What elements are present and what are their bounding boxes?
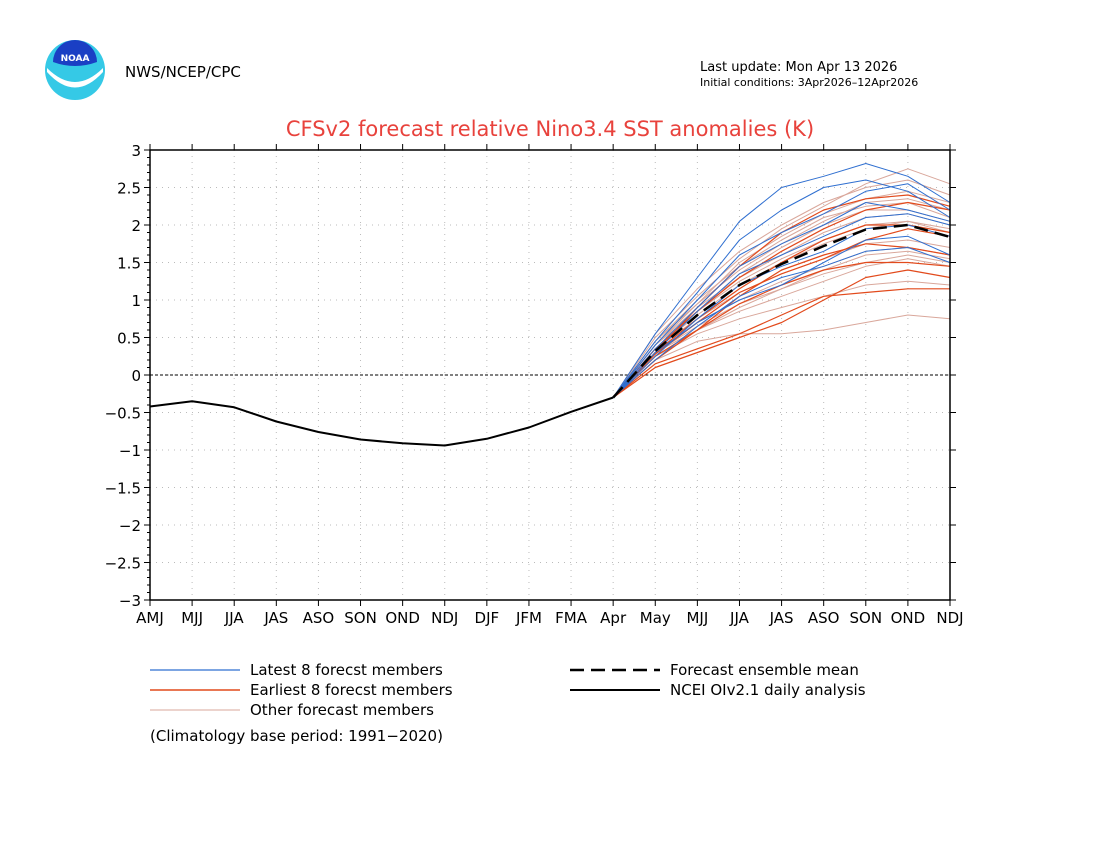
noaa-logo: NOAA [45,40,105,100]
other-member-line [612,213,951,398]
other-member-line [612,190,951,398]
x-tick-label: ASO [303,609,335,627]
x-tick-label: JAS [769,609,794,627]
ensemble-mean-line [612,223,951,399]
y-tick-label: 2.5 [117,180,141,198]
latest-member-line [612,163,951,398]
x-tick-label: MJJ [686,609,708,627]
legend-label-observed: NCEI OIv2.1 daily analysis [670,681,866,699]
x-tick-label: OND [385,609,420,627]
other-member-line [612,168,951,398]
latest-member-line [612,247,951,398]
logo-wave [47,68,103,88]
other-member-line [612,314,951,398]
y-tick-label: −1 [119,442,141,460]
y-tick-label: 1 [131,292,141,310]
earliest-member-line [612,269,951,398]
x-tick-label: NDJ [936,609,963,627]
x-tick-label: JJA [729,609,750,627]
latest-member-line [612,183,951,398]
x-tick-label: OND [891,609,926,627]
y-tick-label: −3 [119,592,141,610]
latest-member-line [612,235,951,398]
other-member-line [612,258,951,398]
y-tick-label: 2 [131,217,141,235]
x-tick-label: AMJ [136,609,164,627]
y-tick-label: 3 [131,142,141,160]
logo-text: NOAA [61,54,90,64]
other-member-line [612,179,951,398]
other-member-line [612,220,951,398]
earliest-member-line [612,201,951,398]
x-tick-label: DJF [475,609,500,627]
y-tick-label: −2.5 [105,555,141,573]
x-tick-label: ASO [808,609,840,627]
logo-center [53,40,97,66]
plot-area: −3 −2.5 −2 −1.5 −1 −0.5 0 0.5 1 1.5 2 2.5 3 AMJ MJJ JJA… [105,142,964,627]
latest-member-line [612,213,951,398]
x-tick-label: JFM [515,609,542,627]
y-tick-label: −0.5 [105,405,141,423]
latest-member-line [612,179,951,398]
x-tick-label: JAS [263,609,288,627]
y-tick-label: 0.5 [117,330,141,348]
legend-label-latest: Latest 8 forecst members [250,661,443,679]
earliest-member-line [612,243,951,398]
earliest-member-line [612,288,950,398]
other-member-line [612,202,951,398]
legend-label-mean: Forecast ensemble mean [670,661,859,679]
y-tick-label: 0 [131,367,141,385]
other-member-line [612,280,951,398]
x-tick-label: SON [850,609,883,627]
header: NOAA NWS/NCEP/CPC Last update: Mon Apr 1… [45,40,918,100]
x-tick-label: SON [344,609,377,627]
climatology-note: (Climatology base period: 1991−2020) [150,727,443,745]
y-tick-label: −1.5 [105,480,141,498]
x-tick-label: FMA [555,609,588,627]
legend: Latest 8 forecst members Earliest 8 forec… [150,661,866,745]
y-tick-label: 1.5 [117,255,141,273]
other-member-line [612,209,951,398]
x-tick-label: May [640,609,671,627]
chart-title: CFSv2 forecast relative Nino3.4 SST anom… [286,117,814,141]
x-tick-label: MJJ [181,609,203,627]
observed-line [149,396,614,447]
latest-member-line [612,202,951,398]
legend-label-earliest: Earliest 8 forecst members [250,681,453,699]
y-tick-label: −2 [119,517,141,535]
earliest-member-line [612,224,951,398]
x-tick-label: Apr [600,609,627,627]
x-tick-label: NDJ [431,609,458,627]
plot-frame [149,149,951,601]
last-update-label: Last update: Mon Apr 13 2026 [700,60,897,75]
x-tick-label: JJA [224,609,245,627]
agency-label: NWS/NCEP/CPC [125,63,241,81]
legend-label-other: Other forecast members [250,701,434,719]
initial-conditions-label: Initial conditions: 3Apr2026–12Apr2026 [700,76,918,89]
